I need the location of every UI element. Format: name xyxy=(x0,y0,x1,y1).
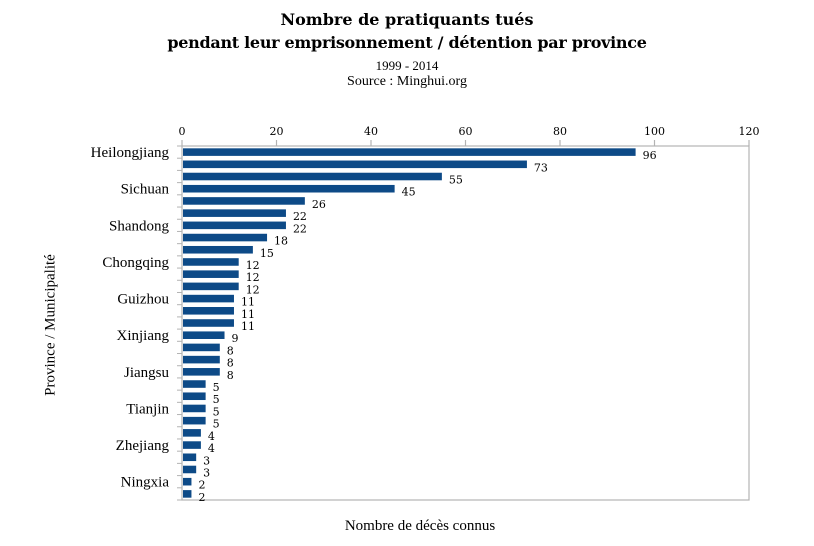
bar xyxy=(183,258,239,266)
x-tick-label: 20 xyxy=(270,125,284,138)
bar xyxy=(183,441,201,449)
data-label: 73 xyxy=(534,161,548,174)
data-label: 8 xyxy=(227,344,234,357)
data-label: 5 xyxy=(213,418,220,431)
bar xyxy=(183,416,206,425)
category-label: Zhejiang xyxy=(116,438,170,454)
bar xyxy=(183,245,253,254)
x-axis-title: Nombre de décès connus xyxy=(344,518,496,534)
bar xyxy=(183,307,234,315)
bar xyxy=(183,148,636,156)
bar xyxy=(183,184,395,193)
bar xyxy=(183,392,206,401)
bar xyxy=(183,429,201,437)
y-axis-title: Province / Municipalité xyxy=(42,254,59,396)
data-label: 11 xyxy=(241,320,255,333)
x-tick-label: 100 xyxy=(644,125,665,138)
x-tick-label: 40 xyxy=(364,125,378,138)
data-label: 3 xyxy=(203,454,210,467)
data-label: 9 xyxy=(232,332,239,345)
data-label: 2 xyxy=(198,479,205,492)
chart-title: Nombre de pratiquants tués xyxy=(280,10,534,29)
bar xyxy=(183,404,206,413)
bar xyxy=(183,160,527,169)
chart-period: 1999 - 2014 xyxy=(375,58,439,73)
x-tick-label: 60 xyxy=(459,125,473,138)
data-label: 18 xyxy=(274,235,288,248)
bar xyxy=(183,233,268,242)
bar xyxy=(183,282,239,291)
category-label: Xinjiang xyxy=(117,328,170,344)
data-label: 55 xyxy=(449,174,463,187)
chart-source: Source : Minghui.org xyxy=(347,74,467,89)
category-label: Sichuan xyxy=(121,182,170,198)
bar xyxy=(183,343,220,352)
data-label: 12 xyxy=(246,259,260,272)
category-label: Guizhou xyxy=(117,292,169,308)
bar xyxy=(183,380,206,388)
bar xyxy=(183,331,225,339)
data-label: 2 xyxy=(198,491,205,504)
data-label: 12 xyxy=(246,271,260,284)
data-label: 11 xyxy=(241,296,255,309)
bar xyxy=(183,209,286,217)
bar xyxy=(183,490,192,498)
data-label: 12 xyxy=(246,283,260,296)
data-label: 8 xyxy=(227,369,234,382)
data-label: 5 xyxy=(213,381,220,394)
bar xyxy=(183,368,220,376)
bar xyxy=(183,270,239,278)
bar xyxy=(183,355,220,364)
data-label: 11 xyxy=(241,308,255,321)
data-label: 22 xyxy=(293,222,307,235)
category-label: Heilongjiang xyxy=(91,145,170,161)
data-label: 8 xyxy=(227,357,234,370)
data-label: 15 xyxy=(260,247,274,260)
category-label: Tianjin xyxy=(126,401,169,417)
data-label: 5 xyxy=(213,393,220,406)
category-label: Shandong xyxy=(109,218,170,234)
category-label: Chongqing xyxy=(102,255,169,271)
bar xyxy=(183,197,305,205)
bar xyxy=(183,319,234,327)
bar xyxy=(183,294,234,303)
data-label: 5 xyxy=(213,405,220,418)
data-label: 45 xyxy=(402,186,416,199)
x-tick-label: 120 xyxy=(739,125,760,138)
bar xyxy=(183,221,286,230)
bar xyxy=(183,172,442,181)
bar xyxy=(183,477,192,486)
bar xyxy=(183,453,197,462)
bar xyxy=(183,465,197,474)
data-label: 26 xyxy=(312,198,326,211)
category-label: Ningxia xyxy=(121,475,170,491)
chart-subtitle: pendant leur emprisonnement / détention … xyxy=(167,33,647,52)
data-label: 22 xyxy=(293,210,307,223)
data-label: 4 xyxy=(208,430,215,443)
data-label: 96 xyxy=(643,149,657,162)
x-tick-label: 80 xyxy=(553,125,567,138)
data-label: 4 xyxy=(208,442,215,455)
data-label: 3 xyxy=(203,466,210,479)
x-tick-label: 0 xyxy=(179,125,186,138)
category-label: Jiangsu xyxy=(124,365,170,381)
